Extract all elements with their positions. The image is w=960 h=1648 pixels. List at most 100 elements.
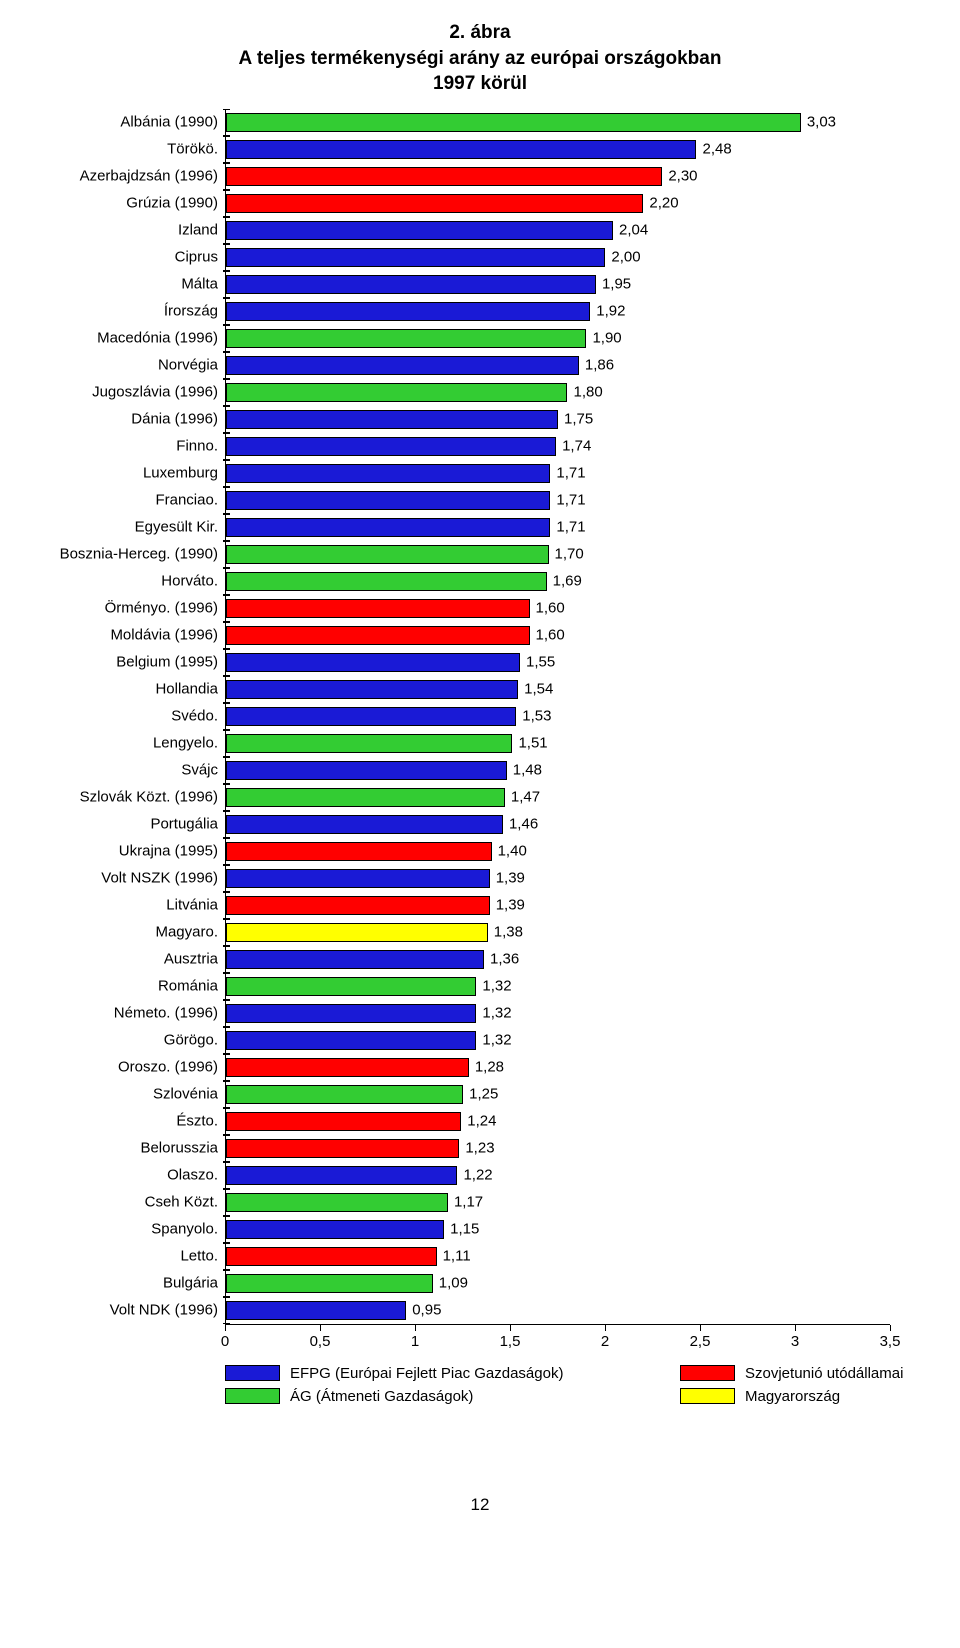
value-label: 1,38	[494, 924, 523, 941]
bar-row: Magyaro.1,38	[226, 919, 890, 946]
category-label: Szlovénia	[153, 1086, 218, 1103]
bar-row: Írország1,92	[226, 298, 890, 325]
bar	[226, 626, 530, 645]
bar-row: Ciprus2,00	[226, 244, 890, 271]
value-label: 1,25	[469, 1086, 498, 1103]
value-label: 1,28	[475, 1059, 504, 1076]
legend-label: Magyarország	[745, 1388, 840, 1405]
legend-label: Szovjetunió utódállamai	[745, 1365, 903, 1382]
category-label: Izland	[178, 222, 218, 239]
value-label: 1,39	[496, 897, 525, 914]
bar	[226, 221, 613, 240]
x-tick	[700, 1325, 701, 1331]
category-label: Görögo.	[164, 1032, 218, 1049]
legend-item: EFPG (Európai Fejlett Piac Gazdaságok)	[225, 1365, 590, 1382]
category-label: Luxemburg	[143, 465, 218, 482]
bar-row: Ukrajna (1995)1,40	[226, 838, 890, 865]
bar	[226, 734, 512, 753]
category-label: Örményo. (1996)	[105, 600, 218, 617]
x-tick	[225, 1325, 226, 1331]
bar	[226, 653, 520, 672]
bar-row: Észto.1,24	[226, 1108, 890, 1135]
bar	[226, 1031, 476, 1050]
bar-row: Litvánia1,39	[226, 892, 890, 919]
value-label: 2,30	[668, 168, 697, 185]
legend-item: ÁG (Átmeneti Gazdaságok)	[225, 1388, 590, 1405]
bar-row: Cseh Közt.1,17	[226, 1189, 890, 1216]
bar-row: Svájc1,48	[226, 757, 890, 784]
bar	[226, 383, 567, 402]
bar-row: Volt NSZK (1996)1,39	[226, 865, 890, 892]
category-label: Észto.	[176, 1113, 218, 1130]
bar	[226, 248, 605, 267]
category-label: Dánia (1996)	[131, 411, 218, 428]
category-label: Volt NSZK (1996)	[101, 870, 218, 887]
bar	[226, 113, 801, 132]
bar-row: Törökö.2,48	[226, 136, 890, 163]
bar-row: Jugoszlávia (1996)1,80	[226, 379, 890, 406]
bar-row: Azerbajdzsán (1996)2,30	[226, 163, 890, 190]
category-label: Málta	[181, 276, 218, 293]
bar	[226, 923, 488, 942]
bar	[226, 491, 550, 510]
value-label: 2,20	[649, 195, 678, 212]
bar-row: Svédo.1,53	[226, 703, 890, 730]
bar-row: Letto.1,11	[226, 1243, 890, 1270]
category-label: Horváto.	[161, 573, 218, 590]
category-label: Moldávia (1996)	[110, 627, 218, 644]
value-label: 3,03	[807, 114, 836, 131]
category-label: Belgium (1995)	[116, 654, 218, 671]
x-tick	[415, 1325, 416, 1331]
category-label: Svédo.	[171, 708, 218, 725]
title-line-2: A teljes termékenységi arány az európai …	[30, 46, 930, 72]
value-label: 1,75	[564, 411, 593, 428]
bar	[226, 599, 530, 618]
bar-row: Málta1,95	[226, 271, 890, 298]
bar-row: Finno.1,74	[226, 433, 890, 460]
x-tick	[890, 1325, 891, 1331]
bar-row: Olaszo.1,22	[226, 1162, 890, 1189]
bar-row: Luxemburg1,71	[226, 460, 890, 487]
bar	[226, 869, 490, 888]
legend-swatch	[680, 1388, 735, 1404]
bar-row: Spanyolo.1,15	[226, 1216, 890, 1243]
category-label: Ciprus	[175, 249, 218, 266]
legend-swatch	[225, 1388, 280, 1404]
bar-row: Görögo.1,32	[226, 1027, 890, 1054]
category-label: Spanyolo.	[151, 1221, 218, 1238]
plot-area: Albánia (1990)3,03Törökö.2,48Azerbajdzsá…	[225, 109, 890, 1325]
value-label: 1,71	[556, 492, 585, 509]
bar-row: Szlovák Közt. (1996)1,47	[226, 784, 890, 811]
value-label: 1,74	[562, 438, 591, 455]
bar	[226, 761, 507, 780]
bar-row: Albánia (1990)3,03	[226, 109, 890, 136]
bar	[226, 1058, 469, 1077]
category-label: Szlovák Közt. (1996)	[80, 789, 218, 806]
legend-label: ÁG (Átmeneti Gazdaságok)	[290, 1388, 473, 1405]
category-label: Olaszo.	[167, 1167, 218, 1184]
category-label: Ausztria	[164, 951, 218, 968]
page-number: 12	[30, 1495, 930, 1515]
x-tick-label: 2,5	[690, 1333, 711, 1350]
bar-row: Horváto.1,69	[226, 568, 890, 595]
bar	[226, 1274, 433, 1293]
bar	[226, 788, 505, 807]
value-label: 1,90	[592, 330, 621, 347]
category-label: Grúzia (1990)	[126, 195, 218, 212]
value-label: 1,09	[439, 1275, 468, 1292]
category-label: Macedónia (1996)	[97, 330, 218, 347]
category-label: Litvánia	[166, 897, 218, 914]
value-label: 1,47	[511, 789, 540, 806]
value-label: 1,60	[536, 627, 565, 644]
value-label: 1,70	[555, 546, 584, 563]
category-label: Volt NDK (1996)	[110, 1302, 218, 1319]
x-tick	[795, 1325, 796, 1331]
bar	[226, 1247, 437, 1266]
bar	[226, 572, 547, 591]
bar-row: Franciao.1,71	[226, 487, 890, 514]
bar	[226, 275, 596, 294]
bar-row: Románia1,32	[226, 973, 890, 1000]
value-label: 1,71	[556, 519, 585, 536]
bar	[226, 464, 550, 483]
value-label: 1,17	[454, 1194, 483, 1211]
